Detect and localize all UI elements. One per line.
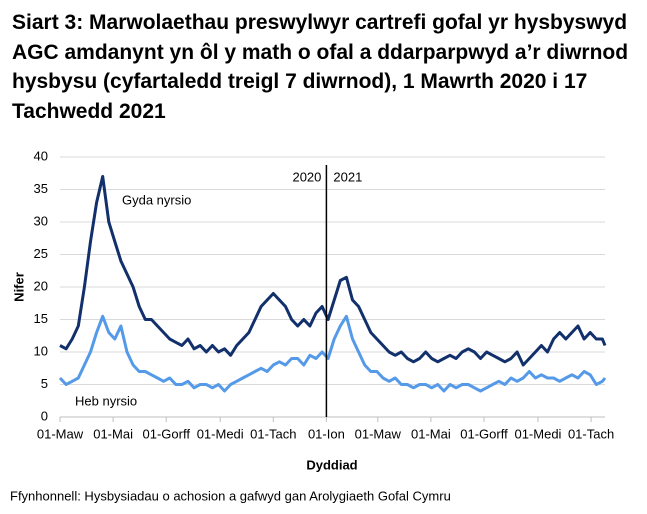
y-tick-label: 30 [34,213,48,228]
x-tick-label: 01-Tach [568,426,614,441]
series-label: Gyda nyrsio [122,192,191,207]
x-tick-label: 01-Medi [197,426,244,441]
series-line [58,314,607,393]
x-tick-label: 01-Gorff [460,426,508,441]
y-axis-label: Nifer [11,272,26,302]
y-tick-label: 25 [34,246,48,261]
x-tick-label: 01-Maw [37,426,84,441]
x-tick-label: 01-Ion [308,426,345,441]
x-tick-label: 01-Gorff [142,426,190,441]
x-tick-label: 01-Tach [250,426,296,441]
y-tick-label: 15 [34,311,48,326]
x-axis-label: Dyddiad [306,457,357,472]
x-tick-label: 01-Medi [514,426,561,441]
chart-title: Siart 3: Marwolaethau preswylwyr cartref… [12,11,629,123]
y-tick-label: 20 [34,278,48,293]
y-tick-label: 5 [41,376,48,391]
x-tick-label: 01-Mai [411,426,451,441]
y-tick-label: 35 [34,181,48,196]
y-tick-label: 0 [41,408,48,423]
y-tick-label: 10 [34,343,48,358]
annotation: 2020 [292,169,321,184]
source: Ffynhonnell: Hysbysiadau o achosion a ga… [10,488,451,503]
series-line [59,175,607,367]
x-tick-label: 01-Mai [93,426,133,441]
x-tick-label: 01-Maw [355,426,402,441]
y-tick-label: 40 [34,148,48,163]
annotation: 2021 [333,169,362,184]
series-label: Heb nyrsio [75,393,137,408]
